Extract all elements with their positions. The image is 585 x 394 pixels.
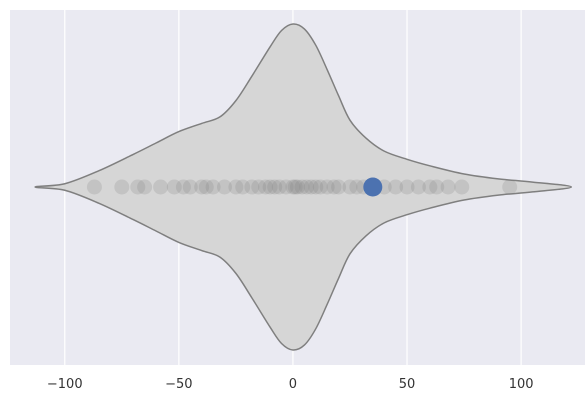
data-point	[303, 179, 319, 195]
data-point	[130, 179, 146, 195]
x-tick-label: 100	[509, 377, 534, 392]
data-point	[349, 179, 365, 195]
data-points	[86, 177, 518, 197]
data-point	[194, 179, 210, 195]
data-point	[285, 179, 301, 195]
data-point	[454, 179, 470, 195]
data-point	[86, 179, 102, 195]
x-tick-label: 50	[399, 377, 416, 392]
data-point	[299, 179, 315, 195]
data-point	[137, 179, 153, 195]
data-point	[312, 179, 328, 195]
data-point	[342, 179, 358, 195]
data-point	[205, 179, 221, 195]
x-axis-ticks: −100 −50 0 50 100	[47, 377, 534, 392]
x-tick-label: −50	[165, 377, 192, 392]
data-point	[422, 179, 438, 195]
x-tick-label: −100	[47, 377, 83, 392]
data-point	[198, 179, 214, 195]
data-point	[319, 179, 335, 195]
data-point	[429, 179, 445, 195]
highlighted-point	[363, 177, 383, 197]
data-point	[262, 179, 278, 195]
data-point	[166, 179, 182, 195]
data-point	[331, 179, 347, 195]
x-tick-label: 0	[289, 377, 297, 392]
data-point	[502, 179, 518, 195]
data-point	[114, 179, 130, 195]
data-point	[399, 179, 415, 195]
data-point	[175, 179, 191, 195]
data-point	[410, 179, 426, 195]
data-point	[294, 179, 310, 195]
data-point	[278, 179, 294, 195]
data-point	[388, 179, 404, 195]
data-point	[440, 179, 456, 195]
violin-body	[34, 23, 573, 351]
data-point	[290, 179, 305, 195]
data-point	[267, 179, 283, 195]
data-point	[235, 179, 251, 195]
data-point	[244, 179, 260, 195]
data-point	[287, 179, 303, 195]
data-point	[258, 179, 274, 195]
data-point	[153, 179, 169, 195]
data-point	[182, 179, 198, 195]
data-point	[308, 179, 324, 195]
data-point	[271, 179, 287, 195]
data-point	[326, 179, 342, 195]
data-point	[216, 179, 232, 195]
data-point	[228, 179, 244, 195]
data-point	[251, 179, 267, 195]
